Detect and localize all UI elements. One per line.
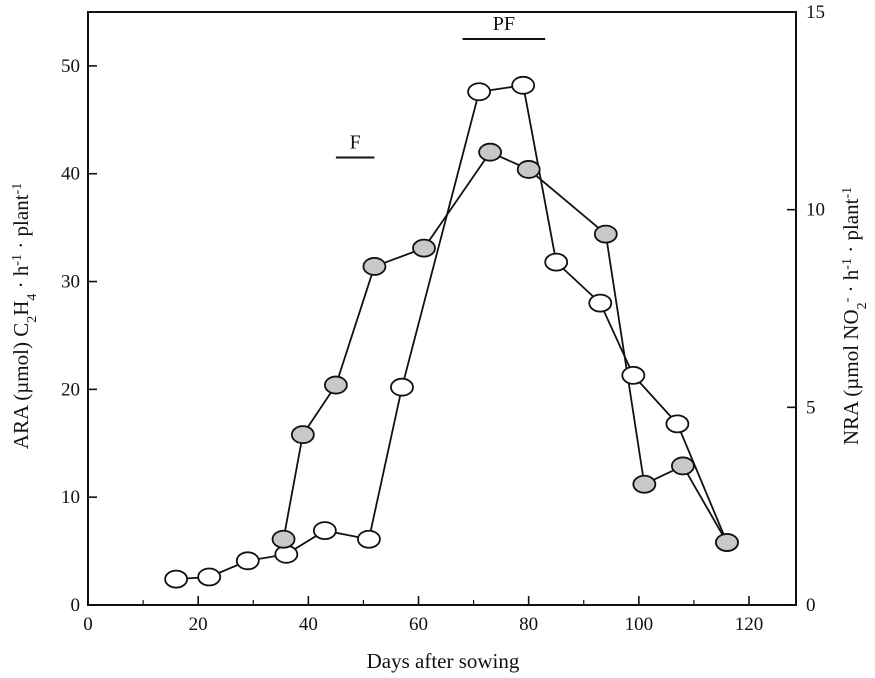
data-point-filled-circle — [632, 474, 657, 494]
x-tick-label: 120 — [735, 614, 764, 635]
x-tick-label: 80 — [519, 614, 538, 635]
data-point-open-circle — [312, 521, 337, 541]
y-axis-right-title: NRA (µmol NO2- · h-1 · plant-1 — [839, 187, 870, 445]
x-tick-label: 60 — [409, 614, 428, 635]
data-point-open-circle — [467, 82, 491, 102]
y-left-tick-label: 30 — [61, 272, 80, 293]
x-tick-label: 0 — [83, 614, 93, 635]
y-right-tick-label: 15 — [806, 2, 825, 23]
data-point-open-circle — [621, 365, 646, 385]
y-left-tick-label: 20 — [61, 379, 80, 400]
data-point-open-circle — [164, 569, 189, 589]
data-point-open-circle — [390, 377, 414, 397]
data-point-filled-circle — [290, 425, 315, 445]
y-right-tick-label: 10 — [806, 200, 825, 221]
data-point-filled-circle — [593, 224, 618, 244]
y-left-tick-label: 10 — [61, 487, 80, 508]
data-point-open-circle — [197, 567, 222, 587]
ticks: 0 20 40 60 80 100 120 0 10 20 30 40 50 0 5 10 15 — [61, 2, 825, 635]
data-point-filled-circle — [671, 456, 695, 476]
data-point-filled-circle — [715, 533, 739, 552]
data-point-open-circle — [357, 529, 381, 549]
series-layer — [164, 75, 739, 589]
y-left-tick-label: 40 — [61, 164, 80, 185]
data-point-filled-circle — [478, 142, 503, 162]
y-left-tick-label: 0 — [71, 595, 81, 616]
series-line-filled-circle — [282, 151, 728, 543]
y-right-tick-label: 0 — [806, 595, 816, 616]
annotations: F PF — [335, 13, 546, 159]
y-left-tick-label: 50 — [61, 56, 80, 77]
annotation-label: F — [350, 132, 361, 154]
data-point-filled-circle — [362, 257, 387, 276]
annotation-label: PF — [493, 13, 515, 35]
x-tick-label: 20 — [189, 614, 208, 635]
data-point-open-circle — [511, 75, 536, 95]
y-right-tick-label: 5 — [806, 397, 816, 418]
plot-frame — [87, 11, 797, 606]
y-axis-left-title: ARA (µmol) C2H4 · h-1 · plant-1 — [9, 183, 40, 449]
data-point-open-circle — [544, 252, 569, 272]
data-point-open-circle — [665, 414, 690, 434]
x-tick-label: 100 — [625, 614, 654, 635]
x-axis-title: Days after sowing — [367, 649, 520, 673]
data-point-filled-circle — [516, 160, 541, 179]
data-point-filled-circle — [323, 375, 348, 395]
data-point-open-circle — [588, 293, 613, 313]
data-point-filled-circle — [271, 529, 296, 549]
series-line-open-circle — [176, 84, 728, 580]
data-point-open-circle — [235, 551, 260, 571]
x-tick-label: 40 — [299, 614, 318, 635]
plot-border — [87, 11, 797, 606]
data-point-filled-circle — [412, 238, 436, 258]
